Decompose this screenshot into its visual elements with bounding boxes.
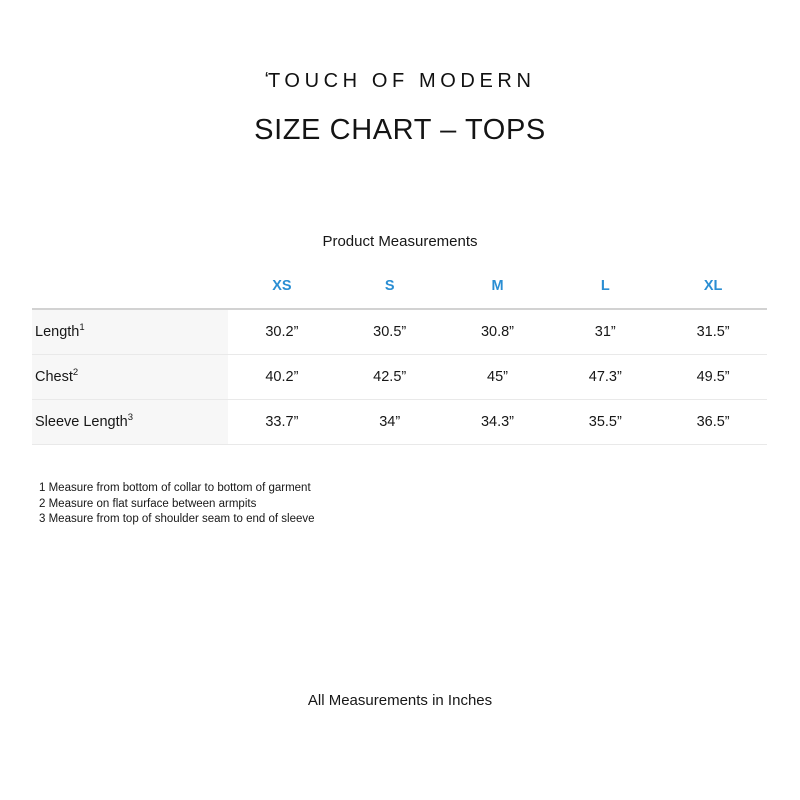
- cell-sleeve-l: 35.5”: [551, 399, 660, 445]
- table-row: Length1 30.2” 30.5” 30.8” 31” 31.5”: [32, 308, 767, 355]
- size-header-row: XS S M L XL: [32, 278, 767, 309]
- cell-sleeve-xl: 36.5”: [659, 399, 767, 445]
- size-header-m: M: [491, 278, 504, 294]
- footnote-marker: 2: [72, 367, 79, 379]
- cell-length-xl: 31.5”: [659, 308, 767, 355]
- footnote-marker: 3: [127, 412, 134, 424]
- cell-length-l: 31”: [551, 308, 660, 355]
- row-label-length: Length1: [32, 308, 228, 355]
- size-header-s: S: [384, 278, 395, 294]
- footnote-marker: 1: [79, 322, 85, 334]
- cell-length-m: 30.8”: [443, 308, 552, 355]
- brand-name: TOUCH OF MODERN: [267, 70, 536, 92]
- size-header-l: L: [600, 278, 610, 294]
- cell-chest-s: 42.5”: [335, 354, 444, 400]
- row-label-chest: Chest2: [32, 354, 228, 400]
- cell-sleeve-m: 34.3”: [443, 399, 552, 445]
- cell-chest-xl: 49.5”: [659, 354, 767, 400]
- bottom-caption: All Measurements in Inches: [307, 692, 493, 709]
- brand-tick-mark: ‘: [264, 69, 269, 91]
- header-label-cell: [32, 278, 228, 309]
- table-row: Sleeve Length3 33.7” 34” 34.3” 35.5” 36.…: [32, 399, 767, 445]
- cell-chest-xs: 40.2”: [228, 354, 336, 400]
- cell-length-s: 30.5”: [335, 308, 444, 355]
- footnote-2: 2 Measure on flat surface between armpit…: [39, 497, 257, 510]
- row-label-text: Sleeve Length: [35, 414, 128, 430]
- size-header-xs: XS: [272, 278, 292, 294]
- cell-sleeve-xs: 33.7”: [228, 399, 336, 445]
- size-table-container: XS S M L XL Length1 30.2” 30.5” 30.8” 31…: [32, 278, 767, 445]
- cell-chest-l: 47.3”: [551, 354, 660, 400]
- cell-sleeve-s: 34”: [335, 399, 444, 445]
- size-table-body: Length1 30.2” 30.5” 30.8” 31” 31.5” Ches…: [32, 308, 767, 445]
- footnote-1: 1 Measure from bottom of collar to botto…: [39, 482, 311, 494]
- table-row: Chest2 40.2” 42.5” 45” 47.3” 49.5”: [32, 354, 767, 400]
- row-label-text: Length: [35, 324, 80, 340]
- row-label-sleeve-length: Sleeve Length3: [32, 399, 228, 445]
- page-title: SIZE CHART – TOPS: [254, 114, 546, 146]
- cell-length-xs: 30.2”: [228, 308, 336, 355]
- size-header-xl: XL: [703, 278, 723, 294]
- footnotes-block: 1 Measure from bottom of collar to botto…: [39, 481, 315, 528]
- size-table: XS S M L XL Length1 30.2” 30.5” 30.8” 31…: [32, 278, 767, 445]
- brand-logo: ‘TOUCH OF MODERN: [0, 70, 800, 93]
- cell-chest-m: 45”: [443, 354, 552, 400]
- section-caption: Product Measurements: [322, 233, 478, 250]
- row-label-text: Chest: [35, 369, 73, 385]
- footnote-3: 3 Measure from top of shoulder seam to e…: [39, 513, 315, 525]
- size-table-head: XS S M L XL: [32, 278, 767, 309]
